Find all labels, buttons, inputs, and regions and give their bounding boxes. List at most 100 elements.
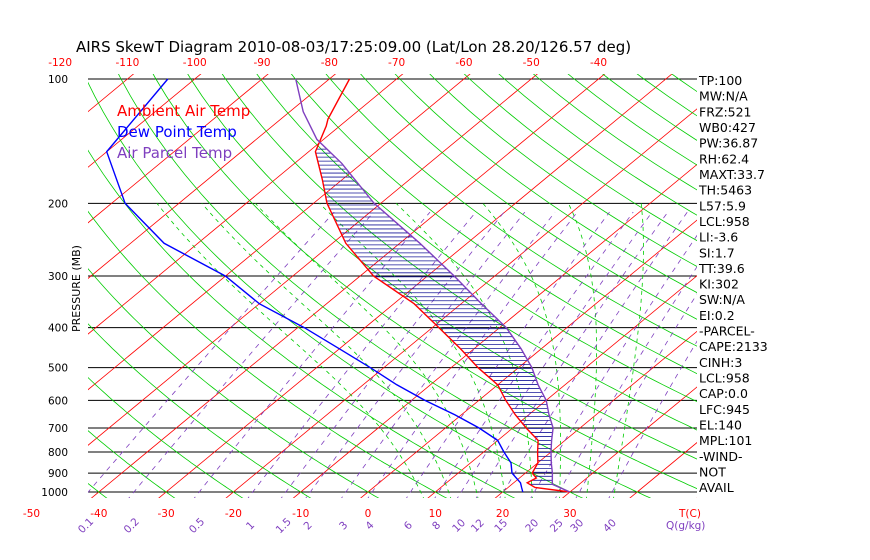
top-temp-tick-label: -110 [116, 57, 140, 69]
dry-adiabat-line [88, 323, 312, 498]
mixing-ratio-line [456, 211, 653, 498]
pressure-tick-label: 200 [48, 198, 68, 210]
stability-index-label: TT:39.6 [698, 261, 745, 276]
ambient-air-temp-line [314, 78, 570, 493]
top-temp-tick-label: -90 [253, 57, 270, 69]
mixing-ratio-line [608, 340, 697, 498]
dry-adiabat-line [532, 74, 697, 191]
stability-index-label: NOT [699, 465, 726, 480]
moist-adiabat-line [482, 203, 561, 498]
bottom-temp-tick-label: -10 [292, 508, 309, 520]
legend: Ambient Air Temp Dew Point Temp Air Parcel… [117, 102, 250, 162]
top-temp-tick-label: -80 [321, 57, 338, 69]
stability-index-label: CINH:3 [699, 355, 742, 370]
dry-adiabat-line [152, 74, 697, 490]
isotherm-line [88, 74, 404, 335]
stability-index-label: MAXT:33.7 [699, 167, 765, 182]
isotherm-line [88, 74, 202, 168]
stability-index-label: PW:36.87 [699, 136, 758, 151]
background-grid [0, 60, 697, 501]
dry-adiabat-line [256, 74, 697, 403]
mixing-ratio-line [128, 211, 375, 498]
stability-index-label: -WIND- [699, 449, 743, 464]
isotherm-line [292, 163, 697, 498]
stability-index-label: TH:5463 [698, 183, 752, 198]
cape-hatching [315, 148, 554, 485]
chart-title: AIRS SkewT Diagram 2010-08-03/17:25:09.0… [76, 38, 631, 56]
mixing-ratio-line [555, 266, 697, 498]
dry-adiabat-line [325, 74, 697, 347]
dry-adiabat-line [88, 430, 176, 498]
mixing-ratio-line [367, 211, 578, 498]
isotherm-line [494, 330, 697, 498]
pressure-tick-label: 800 [48, 447, 68, 459]
mixing-ratio-tick-label: 3 [337, 519, 350, 532]
pressure-tick-label: 500 [48, 363, 68, 375]
dry-adiabat-line [88, 376, 244, 498]
stability-index-label: EI:0.2 [699, 308, 735, 323]
bottom-temp-tick-label: -50 [23, 508, 40, 520]
stability-index-label: -PARCEL- [699, 324, 755, 339]
pressure-tick-label: 900 [48, 468, 68, 480]
dry-adiabat-line [429, 74, 697, 267]
stability-index-label: CAPE:2133 [699, 339, 768, 354]
mixing-ratio-line [341, 211, 556, 498]
dry-adiabat-line [88, 149, 516, 498]
stability-index-label: LCL:958 [699, 371, 750, 386]
stability-index-label: LCL:958 [699, 214, 750, 229]
mixing-ratio-tick-label: 1.5 [274, 516, 294, 536]
dry-adiabat-line [394, 74, 697, 294]
pressure-tick-label: 400 [48, 323, 68, 335]
mixing-ratio-tick-label: 6 [402, 519, 415, 532]
mixing-ratio-tick-label: 8 [430, 519, 443, 532]
stability-index-label: L57:5.9 [699, 198, 746, 213]
mixing-ratio-tick-label: 4 [363, 519, 376, 532]
stability-index-label: AVAIL [699, 480, 734, 495]
stability-index-label: CAP:0.0 [699, 386, 748, 401]
pressure-tick-label: 100 [48, 74, 68, 86]
dry-adiabat-line [360, 74, 697, 320]
dry-adiabat-line [463, 74, 697, 242]
mixing-ratio-tick-label: 40 [601, 517, 619, 535]
pressure-tick-label: 600 [48, 395, 68, 407]
mixing-ratio-tick-label: 12 [469, 517, 487, 535]
pressure-tick-label: 1000 [41, 487, 68, 499]
dew-point-temp-line [105, 78, 524, 493]
dry-adiabat-line [290, 74, 697, 375]
mixing-ratio-tick-label: 0.2 [122, 516, 142, 536]
temp-unit-label: T(C) [678, 508, 701, 520]
pressure-tick-label: 700 [48, 423, 68, 435]
mixing-ratio-tick-label: 0.5 [187, 516, 207, 536]
mixing-ratio-line [88, 211, 335, 493]
top-temp-tick-label: -50 [523, 57, 540, 69]
pressure-tick-label: 300 [48, 271, 68, 283]
y-axis-label: PRESSURE (MB) [70, 245, 83, 332]
mixing-ratio-line [530, 234, 697, 498]
top-temp-tick-label: -40 [590, 57, 607, 69]
isotherm-line [88, 74, 538, 446]
bottom-temp-tick-label: -20 [225, 508, 242, 520]
mixing-ratio-tick-label: 10 [450, 517, 468, 535]
mixing-ratio-line [475, 211, 669, 498]
dry-adiabat-line [88, 81, 584, 498]
bottom-temp-tick-label: 10 [429, 508, 442, 520]
top-temp-tick-label: -70 [388, 57, 405, 69]
moist-adiabat-line [568, 203, 597, 498]
stability-indices: TP:100MW:N/AFRZ:521WB0:427PW:36.87RH:62.… [698, 73, 768, 495]
stability-index-label: MPL:101 [699, 433, 752, 448]
stability-index-label: KI:302 [699, 277, 739, 292]
bottom-temp-tick-label: 30 [563, 508, 576, 520]
mixing-ratio-tick-label: 20 [523, 517, 541, 535]
isotherm-line [360, 219, 697, 498]
stability-index-label: LFC:945 [699, 402, 750, 417]
moist-adiabat-line [255, 203, 479, 498]
mixing-ratio-tick-label: 2 [302, 519, 315, 532]
mixing-ratio-line [305, 211, 526, 498]
isotherm-line [0, 60, 16, 501]
legend-entry: Air Parcel Temp [117, 144, 232, 162]
isotherm-line [562, 386, 697, 498]
bottom-temp-tick-label: 20 [496, 508, 509, 520]
mixing-ratio-line [247, 211, 477, 498]
legend-entry: Ambient Air Temp [117, 102, 250, 120]
